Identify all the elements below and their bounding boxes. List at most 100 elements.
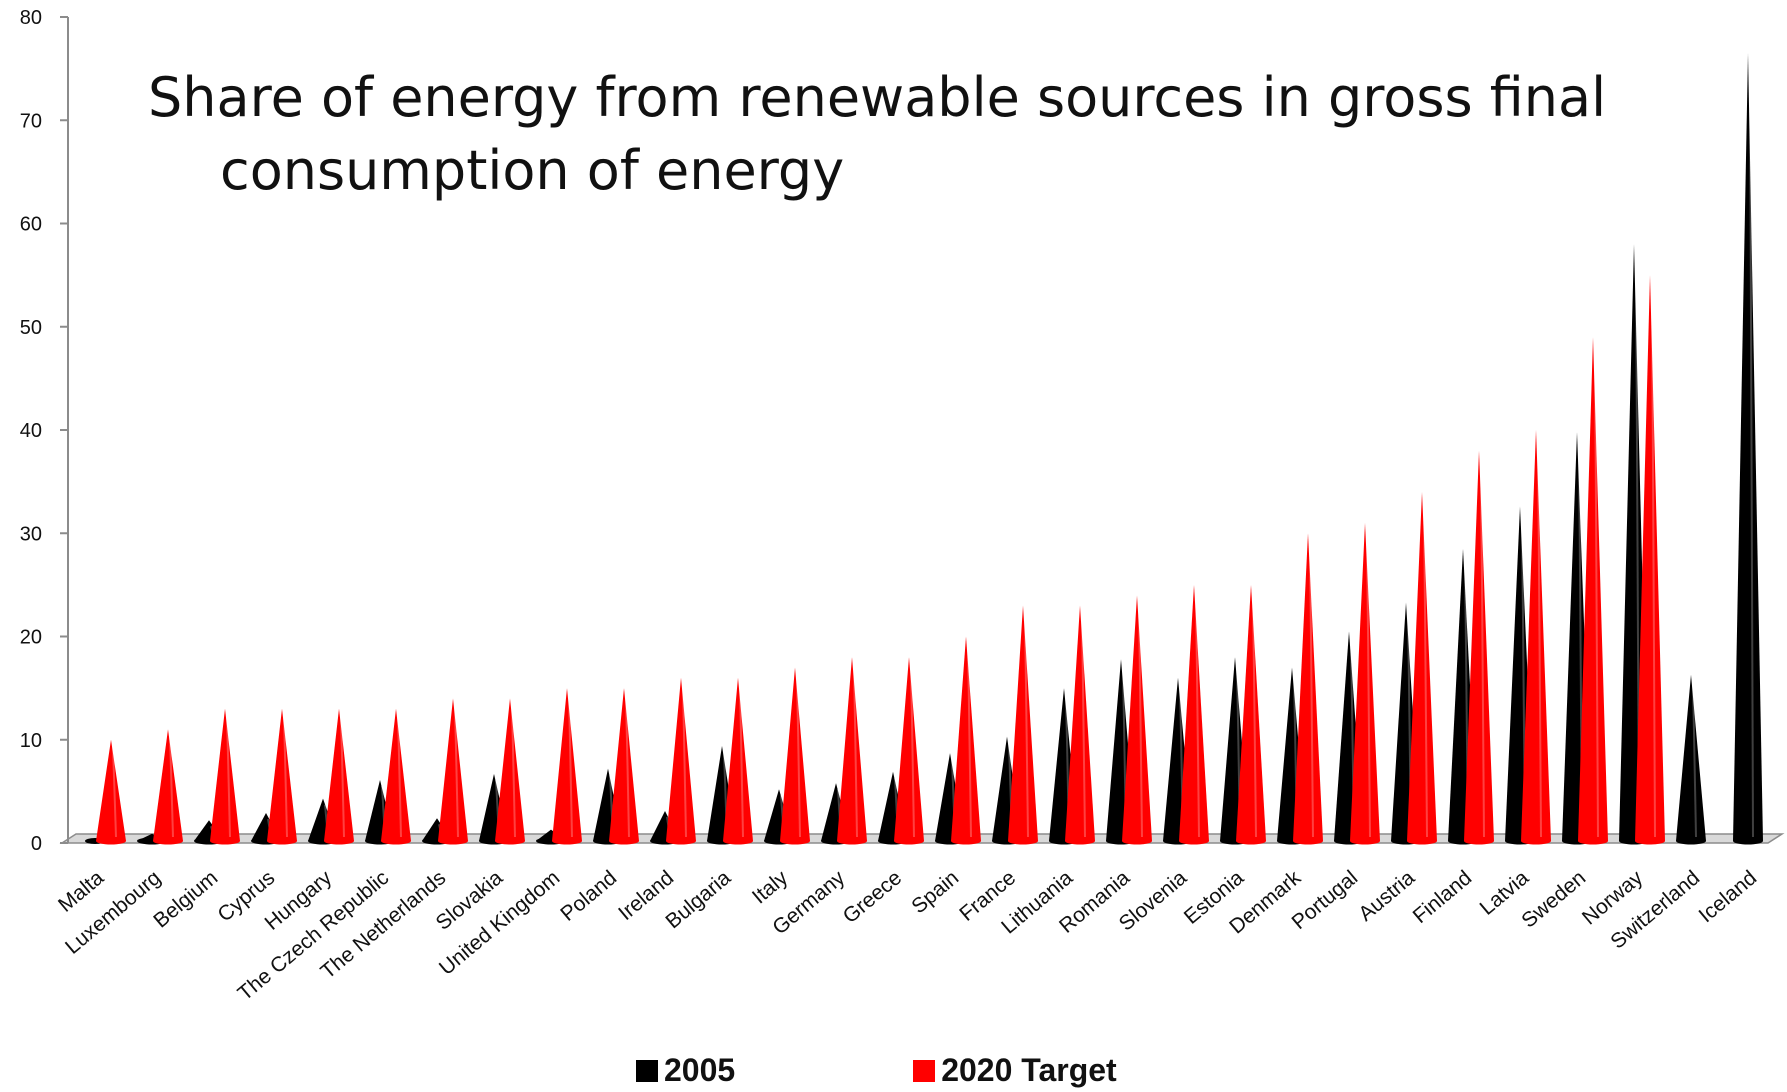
bar-2020-target-slovenia-highlight: [1195, 590, 1200, 838]
bar-2020-target-austria: [1407, 491, 1437, 845]
bar-2020-target-hungary-base: [324, 837, 354, 845]
y-tick-label-10: 10: [20, 730, 42, 752]
bar-2020-target-united-kingdom-body: [552, 688, 582, 841]
x-tick-label-finland: Finland: [1409, 866, 1477, 928]
bar-2020-target-belgium-base: [210, 837, 240, 845]
bar-2020-target-austria-body: [1407, 491, 1437, 841]
bar-2020-target-the-netherlands: [438, 698, 468, 845]
bar-2020-target-estonia-base: [1236, 837, 1266, 845]
bar-2020-target-malta: [96, 739, 126, 845]
bar-2020-target-poland-base: [609, 837, 639, 845]
bar-2020-target-malta-highlight: [112, 745, 117, 838]
chart-title: Share of energy from renewable sources i…: [148, 62, 1648, 208]
bar-2020-target-ireland: [666, 677, 696, 845]
bar-2020-target-bulgaria-body: [723, 677, 753, 841]
legend-swatch-2020-target: [913, 1059, 936, 1082]
bar-2020-target-italy: [780, 667, 810, 845]
bar-2020-target-the-czech-republic-base: [381, 837, 411, 845]
bar-2020-target-belgium-highlight: [226, 714, 231, 838]
bar-2005-iceland-body: [1733, 53, 1763, 841]
bar-2020-target-france-highlight: [1024, 611, 1029, 838]
bar-2020-target-greece: [894, 657, 924, 845]
bar-2005-switzerland-body: [1676, 674, 1706, 841]
bar-2020-target-sweden: [1578, 337, 1608, 845]
bar-2020-target-belgium-body: [210, 708, 240, 841]
legend-item-2005: 2005: [636, 1052, 735, 1089]
bar-2020-target-norway-base: [1635, 837, 1665, 845]
bar-2020-target-portugal-highlight: [1366, 528, 1371, 838]
bar-2020-target-poland-body: [609, 688, 639, 841]
bar-2020-target-bulgaria-highlight: [739, 683, 744, 838]
bar-2020-target-cyprus-highlight: [283, 714, 288, 838]
bar-2005-switzerland: [1676, 674, 1706, 845]
bar-2020-target-sweden-highlight: [1594, 343, 1599, 838]
bar-2020-target-germany-base: [837, 837, 867, 845]
bar-2020-target-latvia-highlight: [1537, 435, 1542, 838]
bar-2020-target-france: [1008, 605, 1038, 845]
bar-2020-target-lithuania-body: [1065, 605, 1095, 841]
bar-2020-target-finland-base: [1464, 837, 1494, 845]
bar-2020-target-bulgaria: [723, 677, 753, 845]
legend-label-2005: 2005: [664, 1052, 736, 1088]
bar-2020-target-lithuania: [1065, 605, 1095, 845]
bar-2020-target-belgium: [210, 708, 240, 845]
bar-2020-target-latvia-body: [1521, 430, 1551, 841]
legend-swatch-2005: [636, 1059, 658, 1082]
bar-2020-target-austria-base: [1407, 837, 1437, 845]
bar-2020-target-estonia-body: [1236, 584, 1266, 841]
bar-2020-target-denmark-highlight: [1309, 539, 1314, 838]
bar-2020-target-germany-highlight: [853, 663, 858, 838]
bar-2020-target-romania-body: [1122, 595, 1152, 841]
bar-2020-target-the-netherlands-body: [438, 698, 468, 841]
bar-2020-target-malta-base: [96, 837, 126, 845]
bar-2020-target-the-czech-republic-body: [381, 708, 411, 841]
bar-2020-target-sweden-body: [1578, 337, 1608, 841]
bar-2020-target-romania-highlight: [1138, 601, 1143, 838]
bar-2020-target-luxembourg: [153, 729, 183, 845]
bar-2020-target-austria-highlight: [1423, 497, 1428, 838]
x-tick-label-italy: Italy: [748, 866, 793, 909]
bar-2020-target-united-kingdom: [552, 688, 582, 845]
bar-2020-target-latvia: [1521, 430, 1551, 845]
bar-2020-target-germany-body: [837, 657, 867, 841]
bar-2020-target-spain: [951, 636, 981, 845]
chart-title-line-2: consumption of energy: [220, 138, 845, 202]
x-tick-label-poland: Poland: [556, 866, 621, 926]
bar-2020-target-ireland-highlight: [682, 683, 687, 838]
y-tick-label-30: 30: [20, 523, 42, 545]
x-tick-label-sweden: Sweden: [1517, 866, 1590, 932]
bar-2020-target-slovenia: [1179, 584, 1209, 845]
bar-2020-target-lithuania-base: [1065, 837, 1095, 845]
bar-2020-target-hungary-highlight: [340, 714, 345, 838]
chart-legend: 2005 2020 Target: [636, 1052, 1117, 1089]
chart-title-line-1: Share of energy from renewable sources i…: [148, 66, 1607, 129]
bar-2020-target-finland-highlight: [1480, 456, 1485, 838]
bar-2020-target-hungary-body: [324, 708, 354, 841]
x-tick-label-austria: Austria: [1354, 866, 1419, 926]
x-tick-label-iceland: Iceland: [1695, 866, 1762, 927]
bar-2020-target-norway: [1635, 275, 1665, 845]
y-tick-label-80: 80: [20, 7, 42, 29]
bar-2020-target-greece-base: [894, 837, 924, 845]
bar-2020-target-luxembourg-body: [153, 729, 183, 841]
bar-2020-target-denmark-base: [1293, 837, 1323, 845]
bar-2020-target-germany: [837, 657, 867, 845]
x-tick-label-greece: Greece: [839, 866, 907, 928]
bar-2005-iceland: [1733, 53, 1763, 845]
legend-item-2020-target: 2020 Target: [913, 1052, 1117, 1089]
bar-2020-target-luxembourg-base: [153, 837, 183, 845]
bar-2020-target-hungary: [324, 708, 354, 845]
bar-2020-target-romania: [1122, 595, 1152, 845]
bar-2020-target-portugal-body: [1350, 522, 1380, 841]
bar-2020-target-ireland-body: [666, 677, 696, 841]
bar-2020-target-cyprus-base: [267, 837, 297, 845]
x-tick-label-spain: Spain: [907, 866, 963, 918]
bar-2020-target-poland: [609, 688, 639, 845]
bar-2020-target-france-body: [1008, 605, 1038, 841]
bar-2020-target-slovenia-body: [1179, 584, 1209, 841]
bar-2020-target-slovenia-base: [1179, 837, 1209, 845]
bar-2020-target-romania-base: [1122, 837, 1152, 845]
y-tick-label-40: 40: [20, 420, 42, 442]
bar-2020-target-lithuania-highlight: [1081, 611, 1086, 838]
